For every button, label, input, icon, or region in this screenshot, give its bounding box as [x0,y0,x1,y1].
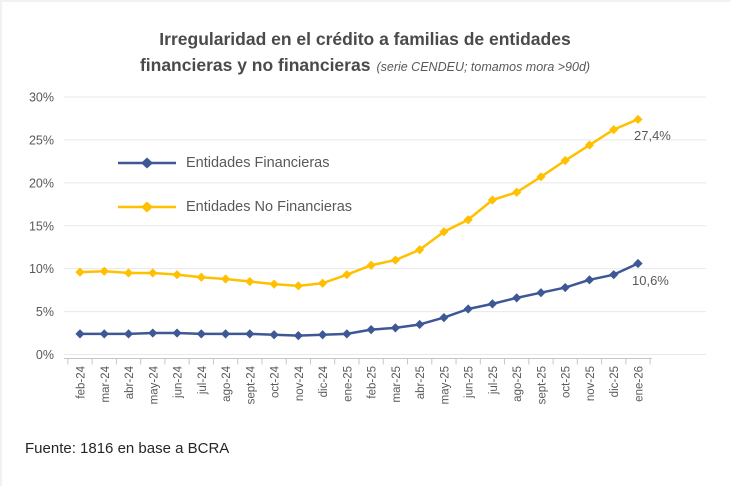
legend: Entidades Financieras Entidades No Finan… [118,150,352,238]
chart-title-line1: Irregularidad en el crédito a familias d… [159,29,571,49]
data-point-marker [148,328,158,338]
data-point-marker [148,268,158,278]
data-point-marker [439,227,449,237]
data-point-marker [390,255,400,265]
y-axis-tick-label: 10% [29,262,54,276]
data-point-marker [439,312,449,323]
data-point-marker [245,276,255,287]
data-point-marker [633,114,643,124]
x-axis-tick-label: feb-24 [76,365,88,398]
data-point-marker [318,330,328,340]
yellow-line-marker-icon [118,201,176,213]
data-point-marker [99,329,109,339]
chart-subtitle: (serie CENDEU; tomamos mora >90d) [376,60,591,74]
data-point-marker [269,330,279,340]
x-axis-tick-label: ene-26 [634,366,646,402]
data-point-marker [172,270,182,280]
legend-label-no-financieras: Entidades No Financieras [186,199,353,215]
x-axis-tick-label: mar-24 [100,365,112,402]
data-point-marker [172,328,182,338]
y-axis-tick-label: 20% [29,176,54,190]
data-point-marker [123,329,134,339]
data-point-marker [584,140,595,150]
x-axis-tick-label: jul-25 [488,366,500,395]
x-axis-tick-label: jun-25 [464,366,476,399]
x-axis-tick-label: sept-25 [536,366,548,404]
data-point-marker [342,270,352,280]
data-label-financieras-end: 10,6% [632,273,669,288]
y-axis-tick-label: 0% [36,348,54,362]
x-axis-tick-label: jul-24 [197,365,209,395]
data-point-marker [487,299,498,309]
data-point-marker [463,215,473,225]
data-point-marker [463,304,473,314]
y-axis-tick-label: 5% [36,305,54,319]
legend-item-entidades-financieras: Entidades Financieras [118,150,352,176]
chart-title-line2: financieras y no financieras [139,55,371,75]
data-point-marker [390,323,400,333]
data-point-marker [536,172,546,182]
x-axis-tick-label: dic-24 [318,365,330,397]
x-axis-tick-label: abr-24 [124,365,136,399]
data-point-marker [415,245,425,255]
data-point-marker [487,195,498,205]
data-point-marker [609,125,619,135]
data-point-marker [220,274,231,284]
x-axis-tick-label: abr-25 [415,366,427,399]
data-point-marker [584,275,595,285]
x-axis-tick-label: dic-25 [609,366,621,397]
y-axis-tick-label: 30% [29,91,54,105]
data-point-marker [293,281,303,291]
data-point-marker [123,268,134,278]
data-point-marker [75,267,85,277]
blue-line-marker-icon [118,157,176,169]
y-axis-tick-label: 15% [29,219,54,233]
data-point-marker [220,329,231,339]
data-point-marker [342,329,352,339]
data-point-marker [633,258,643,269]
data-point-marker [415,319,425,330]
x-axis-tick-label: nov-24 [294,365,306,401]
data-point-marker [512,187,522,197]
x-axis-tick-label: sept-24 [245,365,257,404]
data-point-marker [366,325,376,335]
x-axis-tick-label: ago-24 [221,365,233,401]
x-axis-tick-label: jun-24 [173,365,185,399]
data-point-marker [512,293,522,303]
data-point-marker [99,266,109,276]
x-axis-tick-label: may-25 [439,366,451,404]
data-point-marker [196,272,206,282]
x-axis-tick-label: may-24 [148,365,160,404]
data-point-marker [536,288,546,298]
data-point-marker [245,329,255,339]
data-point-marker [560,282,570,293]
data-point-marker [293,331,303,341]
data-point-marker [609,270,619,280]
legend-label-financieras: Entidades Financieras [186,155,330,171]
data-point-marker [75,329,85,339]
x-axis-tick-label: feb-25 [367,366,379,399]
legend-item-entidades-no-financieras: Entidades No Financieras [118,194,352,220]
data-point-marker [366,260,376,270]
x-axis-tick-label: oct-24 [270,365,282,398]
chart-title: Irregularidad en el crédito a familias d… [60,26,670,80]
data-point-marker [560,155,570,166]
y-axis-tick-label: 25% [29,133,54,147]
data-point-marker [196,329,206,339]
source-note: Fuente: 1816 en base a BCRA [25,440,230,457]
data-point-marker [318,278,328,288]
x-axis-tick-label: oct-25 [561,366,573,398]
data-label-no-financieras-end: 27,4% [634,128,671,143]
data-point-marker [269,279,279,289]
x-axis-tick-label: mar-25 [391,366,403,402]
x-axis-tick-label: ene-25 [342,366,354,402]
x-axis-tick-label: nov-25 [585,366,597,401]
x-axis-tick-label: ago-25 [512,366,524,402]
